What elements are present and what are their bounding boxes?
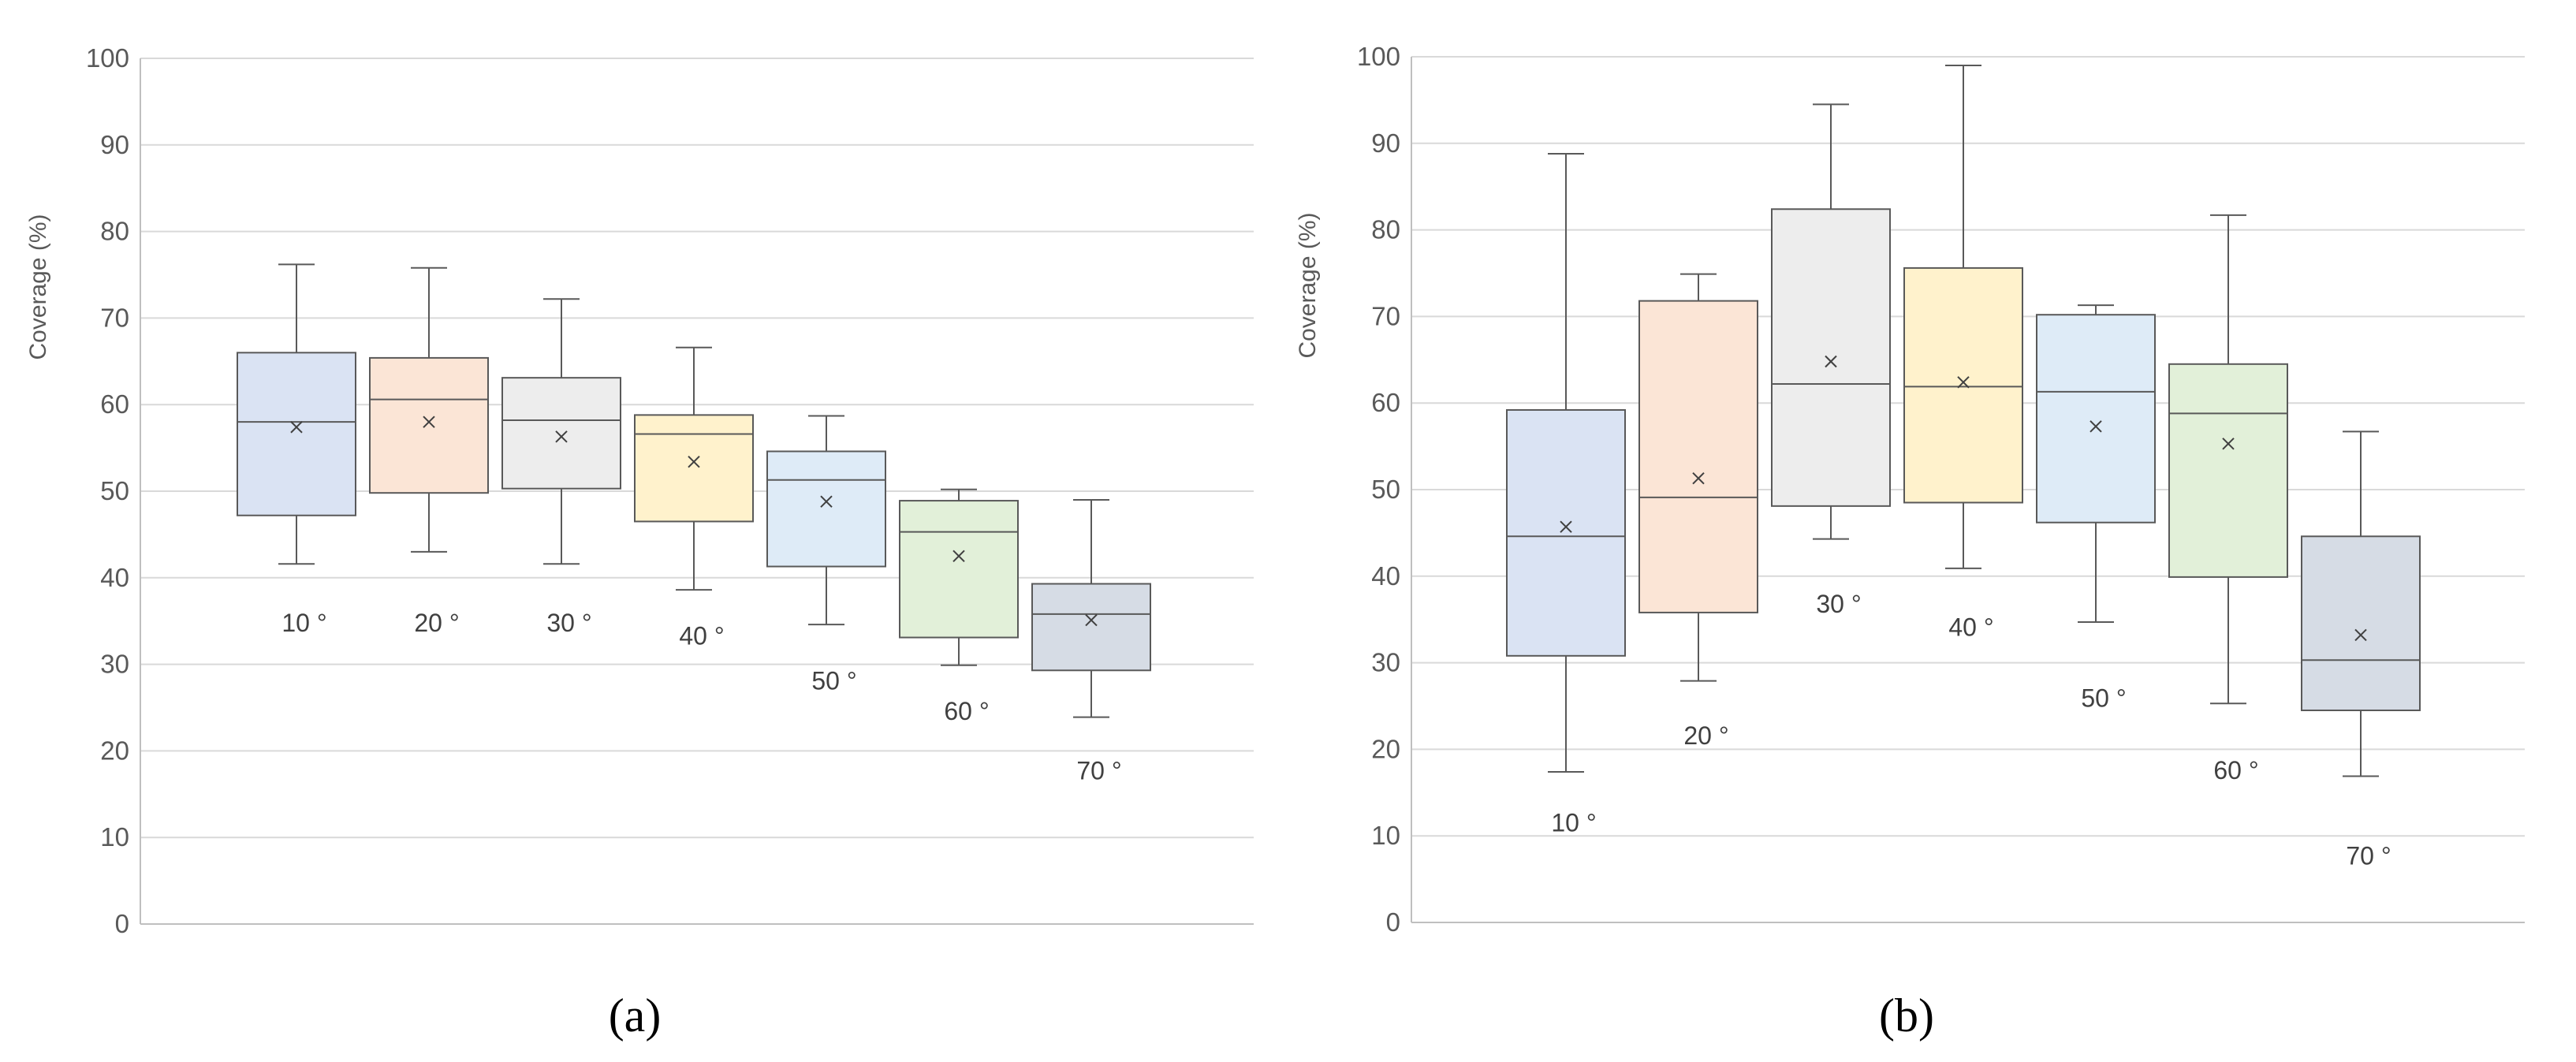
panel-b-box-1 [1506,152,1626,773]
panel-a-box-1 [237,263,356,565]
mean-marker [2354,628,2367,642]
mean-marker [1825,355,1837,368]
panel-b: 0 10 20 30 40 50 60 70 80 90 100 Coverage (%) 10 ° 20… [1295,42,2525,1042]
panel-b-box-4 [1903,64,2023,569]
panel-a-box-7 [1031,498,1151,718]
mean-marker [555,430,568,443]
panel-b-category-label: 70 ° [2346,841,2391,870]
panel-b-y-axis-title: Coverage (%) [1295,212,1321,358]
panel-a-y-tick-label: 20 [100,736,129,765]
panel-a-y-tick-label: 0 [115,909,129,938]
panel-a-y-tick-label: 90 [100,130,129,159]
panel-a-category-label: 30 ° [546,609,591,637]
panel-b-y-tick-label: 10 [1371,821,1400,850]
mean-marker [2090,420,2102,433]
panel-b-label: (b) [1879,989,1934,1042]
mean-marker [688,455,700,468]
panel-b-y-tick-label: 70 [1371,301,1400,330]
mean-marker [423,415,435,428]
iqr-box [2301,535,2421,711]
panel-b-y-tick-label: 50 [1371,475,1400,504]
panel-a-y-tick-label: 70 [100,303,129,332]
panel-b-category-label: 60 ° [2213,756,2258,784]
iqr-box [369,356,489,494]
panel-b-y-tick-label: 80 [1371,215,1400,244]
panel-a-y-tick-label: 30 [100,650,129,679]
panel-a-label: (a) [609,989,662,1042]
iqr-box [1903,266,2023,504]
panel-b-box-6 [2168,214,2288,705]
panel-a-category-label: 50 ° [811,666,856,695]
mean-marker [1560,520,1572,533]
panel-a-category-label: 20 ° [414,609,459,637]
panel-a-y-axis-title: Coverage (%) [25,214,51,360]
panel-b-category-label: 40 ° [1948,613,1993,642]
iqr-box [237,352,356,516]
panel-a-y-tick-label: 100 [86,43,129,73]
mean-marker [1085,613,1098,627]
panel-b-category-label: 10 ° [1551,809,1596,837]
panel-b-category-label: 50 ° [2081,684,2126,713]
panel-a-box-4 [634,346,754,591]
iqr-box [899,500,1019,639]
panel-a-box-5 [766,415,886,626]
panel-b-y-tick-label: 40 [1371,561,1400,591]
panel-a-category-label: 10 ° [281,609,326,637]
panel-b-y-tick-label: 90 [1371,129,1400,158]
panel-b-y-tick-label: 20 [1371,734,1400,763]
panel-b-box-7 [2301,430,2421,777]
panel-b-category-label: 30 ° [1816,590,1861,618]
mean-marker [820,495,833,508]
panel-a-category-label: 70 ° [1076,757,1121,785]
panel-a-box-6 [899,488,1019,666]
panel-a: 0 10 20 30 40 50 60 70 80 90 100 Coverage (%) 10 ° 20… [25,43,1254,1042]
panel-b-category-label: 20 ° [1683,721,1728,750]
panel-b-y-tick-label: 60 [1371,388,1400,417]
panel-b-y-tick-label: 100 [1357,42,1400,71]
panel-b-box-2 [1638,273,1758,682]
iqr-box [2168,363,2288,578]
panel-a-y-tick-label: 80 [100,217,129,246]
panel-a-box-2 [369,266,489,553]
panel-a-y-tick-label: 10 [100,822,129,851]
iqr-box [766,450,886,568]
iqr-box [634,414,754,523]
mean-marker [2222,438,2235,450]
iqr-box [1031,583,1151,672]
panel-b-box-3 [1771,103,1891,540]
panel-a-box-3 [501,298,621,565]
mean-marker [1957,376,1970,389]
mean-marker [1692,472,1705,485]
mean-marker [952,550,965,563]
panel-b-y-tick-label: 30 [1371,648,1400,677]
panel-a-y-tick-label: 40 [100,563,129,592]
iqr-box [1638,300,1758,613]
panel-b-y-tick-label: 0 [1386,907,1400,937]
iqr-box [1506,408,1626,657]
panel-a-category-label: 40 ° [679,621,724,650]
panel-a-y-tick-label: 50 [100,476,129,505]
panel-a-y-tick-label: 60 [100,389,129,419]
panel-a-category-label: 60 ° [944,697,989,725]
iqr-box [1771,208,1891,507]
mean-marker [290,421,303,434]
iqr-box [501,377,621,490]
panel-b-box-5 [2036,304,2156,623]
iqr-box [2036,314,2156,524]
